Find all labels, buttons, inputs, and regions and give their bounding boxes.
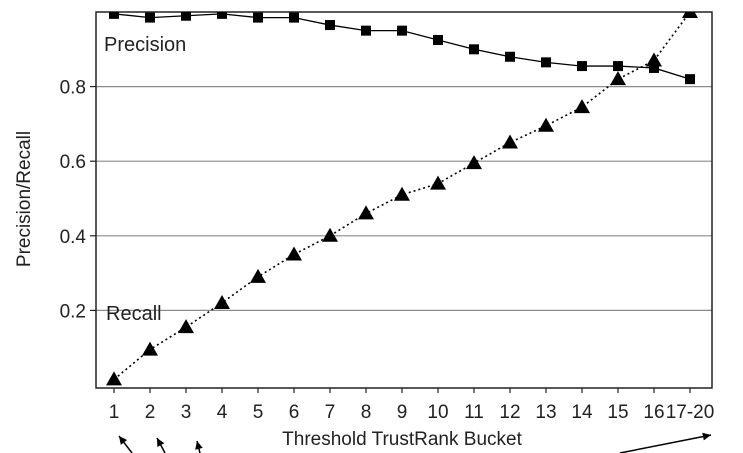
x-tick-label: 17-20 <box>666 402 715 423</box>
precision-point <box>613 61 623 72</box>
precision-point <box>541 57 551 68</box>
annotation-arrow-3 <box>195 440 203 453</box>
annotation-arrows <box>118 432 712 453</box>
arrow-head <box>702 432 711 441</box>
precision-point <box>217 12 227 19</box>
recall-point <box>142 341 158 356</box>
x-axis-ticks: 1 2 3 4 5 6 7 8 9 10 11 12 13 14 15 16 17-20 <box>109 388 715 423</box>
precision-point <box>649 62 659 73</box>
x-axis-title: Threshold TrustRank Bucket <box>282 429 522 450</box>
precision-point <box>505 51 515 62</box>
precision-point <box>289 12 299 23</box>
recall-point <box>610 71 626 86</box>
precision-point <box>181 12 191 21</box>
recall-point <box>358 205 374 220</box>
recall-point <box>574 99 590 114</box>
precision-point <box>109 12 119 19</box>
y-tick-label: 0.8 <box>60 78 86 99</box>
precision-point <box>145 12 155 23</box>
y-axis-title: Precision/Recall <box>14 131 35 267</box>
x-tick-label: 2 <box>145 402 156 423</box>
series-line-precision <box>113 13 691 80</box>
recall-point <box>430 175 446 190</box>
precision-point <box>469 44 479 55</box>
recall-point <box>106 371 122 386</box>
x-tick-label: 5 <box>253 402 264 423</box>
plot-area-frame <box>95 11 713 389</box>
y-tick-label: 0.4 <box>60 227 87 248</box>
arrow-shaft <box>619 434 712 453</box>
arrow-head <box>157 438 165 447</box>
precision-point <box>577 61 587 72</box>
x-tick-label: 12 <box>499 402 520 423</box>
precision-point <box>397 25 407 36</box>
arrow-head <box>195 441 203 450</box>
data-markers <box>106 12 698 386</box>
x-tick-label: 13 <box>535 402 556 423</box>
annotation-arrow-4 <box>619 432 712 453</box>
y-axis-ticks: 0.2 0.4 0.6 0.8 <box>60 78 96 322</box>
precision-point <box>433 34 443 45</box>
x-tick-label: 6 <box>289 402 300 423</box>
x-tick-label: 14 <box>571 402 593 423</box>
x-tick-label: 3 <box>181 402 192 423</box>
recall-point <box>286 246 302 261</box>
precision-point <box>361 25 371 36</box>
y-tick-label: 0.6 <box>60 152 86 173</box>
recall-point <box>394 186 410 201</box>
precision-point <box>685 74 695 85</box>
x-tick-label: 8 <box>361 402 372 423</box>
y-tick-label: 0.2 <box>60 301 86 322</box>
x-tick-label: 9 <box>397 402 408 423</box>
precision-point <box>325 20 335 31</box>
x-tick-label: 15 <box>607 402 628 423</box>
gridlines <box>96 85 712 311</box>
x-tick-label: 11 <box>464 402 484 423</box>
x-tick-label: 16 <box>643 402 664 423</box>
arrow-head <box>119 436 128 445</box>
annotation-arrow-1 <box>118 435 133 453</box>
recall-point <box>502 134 518 149</box>
recall-point <box>538 117 554 132</box>
x-tick-label: 4 <box>217 402 228 423</box>
precision-series-label: Precision <box>104 34 186 56</box>
recall-point <box>214 294 230 309</box>
x-tick-label: 10 <box>427 402 448 423</box>
recall-point <box>178 319 194 334</box>
recall-point <box>250 268 266 283</box>
series-labels: Precision Recall <box>104 34 186 325</box>
recall-point <box>466 155 482 170</box>
x-tick-label: 1 <box>109 402 120 423</box>
recall-point <box>682 12 698 18</box>
recall-point <box>322 227 338 242</box>
annotation-arrow-2 <box>156 437 166 453</box>
precision-point <box>253 12 263 23</box>
x-tick-label: 7 <box>325 402 336 423</box>
recall-series-label: Recall <box>106 303 162 325</box>
recall-point <box>646 52 662 67</box>
